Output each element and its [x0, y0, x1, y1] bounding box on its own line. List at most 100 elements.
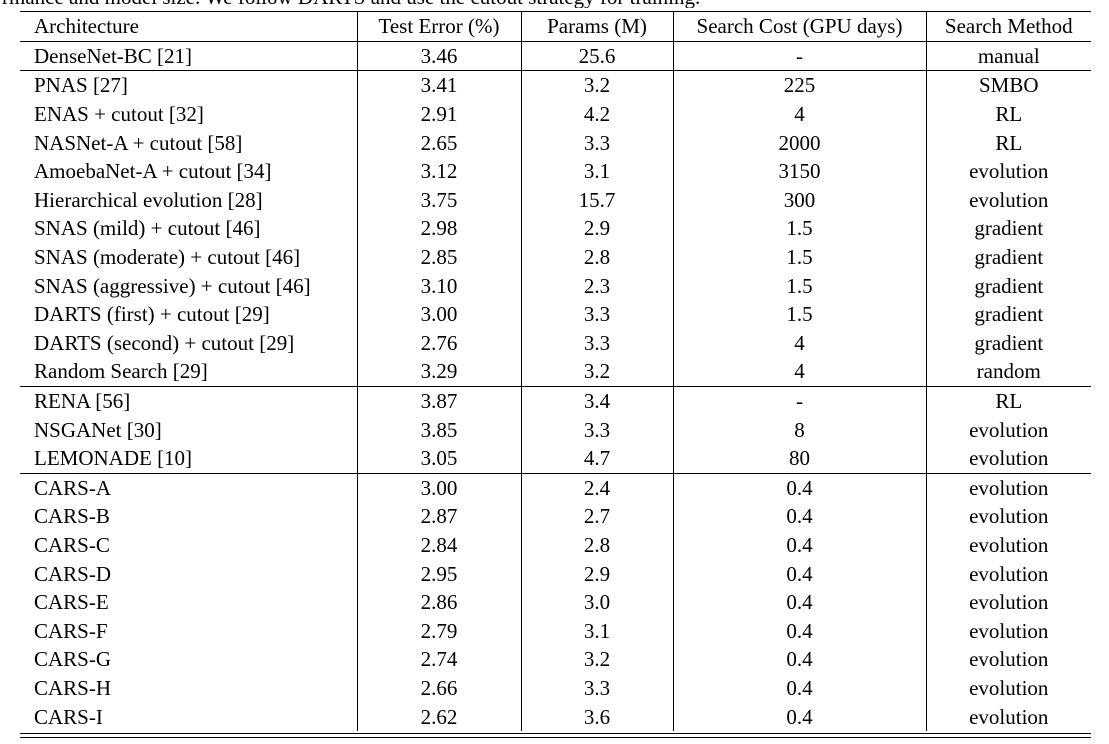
cell-test-error: 3.10	[357, 271, 522, 300]
table-row: Random Search [29] 3.29 3.2 4 random	[20, 357, 1091, 387]
cell-params: 4.7	[521, 443, 674, 473]
cell-test-error: 2.84	[357, 530, 522, 560]
cell-test-error: 3.12	[357, 156, 522, 186]
cell-search-cost: 0.4	[673, 616, 927, 646]
cell-test-error: 2.66	[357, 673, 522, 703]
cell-search-cost: 4	[673, 99, 927, 129]
cell-search-cost: 0.4	[673, 645, 927, 674]
cell-search-cost: 1.5	[673, 271, 927, 300]
cell-search-cost: 0.4	[673, 673, 927, 703]
table-row: CARS-H 2.66 3.3 0.4 evolution	[20, 673, 1091, 703]
table-row: PNAS [27] 3.41 3.2 225 SMBO	[20, 70, 1091, 100]
cell-params: 2.8	[521, 242, 674, 272]
cell-test-error: 2.76	[357, 328, 522, 358]
cell-params: 3.1	[521, 616, 674, 646]
header-params: Params (M)	[521, 11, 674, 42]
cell-search-cost: 0.4	[673, 530, 927, 560]
cell-test-error: 3.85	[357, 415, 522, 444]
header-search-cost: Search Cost (GPU days)	[673, 11, 927, 42]
cell-search-method: evolution	[969, 159, 1049, 184]
cell-search-method: evolution	[969, 446, 1049, 471]
cell-search-method: gradient	[974, 216, 1044, 241]
cell-search-method: evolution	[926, 472, 1091, 503]
cell-architecture: RENA [56]	[20, 385, 358, 416]
cell-search-cost: 0.4	[673, 502, 927, 531]
cell-params: 3.3	[521, 673, 674, 703]
table-row: SNAS (aggressive) + cutout [46] 3.10 2.3 1.…	[20, 271, 1091, 300]
cell-search-method: manual	[926, 40, 1091, 71]
bottom-rule	[20, 733, 1091, 734]
cell-test-error: 3.00	[357, 472, 522, 503]
cell-params: 3.3	[521, 328, 674, 358]
cell-architecture: CARS-I	[20, 702, 358, 731]
cell-architecture: Hierarchical evolution [28]	[20, 185, 358, 215]
cell-params: 3.0	[521, 587, 674, 617]
table-row: CARS-C 2.84 2.8 0.4 evolution	[20, 530, 1091, 560]
table-row: CARS-G 2.74 3.2 0.4 evolution	[20, 645, 1091, 674]
cell-search-method: evolution	[969, 704, 1049, 729]
table-row: DARTS (second) + cutout [29] 2.76 3.3 4 grad…	[20, 328, 1091, 358]
cell-search-cost: 0.4	[673, 559, 927, 588]
cell-search-method: gradient	[974, 330, 1044, 355]
cell-test-error: 2.98	[357, 214, 522, 243]
cell-test-error: 2.86	[357, 587, 522, 617]
cell-params: 3.3	[521, 415, 674, 444]
cell-search-method: evolution	[969, 647, 1049, 672]
table-row: DenseNet-BC [21] 3.46 25.6- manual	[20, 40, 1091, 71]
cell-test-error: 3.75	[357, 185, 522, 215]
cell-search-method: gradient	[974, 302, 1044, 327]
cell-search-method: RL	[926, 385, 1091, 416]
table-row: CARS-I 2.62 3.6 0.4 evolution	[20, 702, 1091, 731]
cell-test-error: 3.00	[357, 299, 522, 329]
cell-search-method: evolution	[969, 417, 1049, 442]
cell-architecture: SNAS (moderate) + cutout [46]	[20, 242, 358, 272]
table-row: CARS-A 3.00 2.4 0.4 evolution	[20, 472, 1091, 503]
table-body: DenseNet-BC [21] 3.46 25.6- manual PNAS [27]…	[20, 40, 1091, 731]
cell-search-method: random	[976, 359, 1041, 384]
table-row: NSGANet [30] 3.85 3.3 8 evolution	[20, 415, 1091, 444]
header-row: Architecture Test Error (%) Params (M) S…	[20, 11, 1091, 42]
cell-params: 3.2	[521, 70, 674, 100]
cell-architecture: DARTS (second) + cutout [29]	[20, 328, 358, 358]
results-table: Architecture Test Error (%) Params (M) S…	[20, 11, 1091, 731]
cell-test-error: 2.79	[357, 616, 522, 646]
cell-test-error: 2.87	[357, 502, 522, 531]
table-row: ENAS + cutout [32] 2.91 4.2 4 RL	[20, 99, 1091, 129]
cell-architecture: CARS-C	[20, 530, 358, 560]
cell-search-cost: 2000	[673, 128, 927, 157]
table-row: SNAS (moderate) + cutout [46] 2.85 2.8 1.5 g…	[20, 242, 1091, 272]
cell-architecture: CARS-E	[20, 587, 358, 617]
table-row: CARS-F 2.79 3.1 0.4 evolution	[20, 616, 1091, 646]
cell-search-method: gradient	[974, 273, 1044, 298]
table-row: SNAS (mild) + cutout [46] 2.98 2.9 1.5 gradi…	[20, 214, 1091, 243]
cell-search-cost: 1.5	[673, 214, 927, 243]
cell-test-error: 3.87	[357, 385, 522, 416]
cell-params: 2.9	[521, 214, 674, 243]
cell-search-cost: 8	[673, 415, 927, 444]
header-architecture: Architecture	[20, 11, 358, 42]
cell-params: 2.3	[521, 271, 674, 300]
cell-architecture: DenseNet-BC [21]	[20, 40, 358, 71]
cell-architecture: SNAS (aggressive) + cutout [46]	[20, 271, 358, 300]
table-row: DARTS (first) + cutout [29] 3.00 3.3 1.5 gra…	[20, 299, 1091, 329]
cell-search-method: evolution	[969, 590, 1049, 615]
header-test-error: Test Error (%)	[357, 11, 522, 42]
cell-search-method: evolution	[969, 561, 1049, 586]
table-row: LEMONADE [10] 3.05 4.7 80 evolution	[20, 443, 1091, 473]
cell-search-method: evolution	[969, 187, 1049, 212]
cell-architecture: CARS-F	[20, 616, 358, 646]
cell-architecture: NSGANet [30]	[20, 415, 358, 444]
table-row: CARS-E 2.86 3.0 0.4 evolution	[20, 587, 1091, 617]
cell-params: 3.4	[521, 385, 674, 416]
cell-architecture: CARS-B	[20, 502, 358, 531]
cell-test-error: 2.91	[357, 99, 522, 129]
cell-params: 3.3	[521, 299, 674, 329]
cell-params: 2.4	[521, 472, 674, 503]
cell-params: 4.2	[521, 99, 674, 129]
cell-architecture: Random Search [29]	[20, 357, 358, 387]
cell-search-cost: 3150	[673, 156, 927, 186]
table-header: Architecture Test Error (%) Params (M) S…	[20, 11, 1091, 42]
cell-test-error: 3.05	[357, 443, 522, 473]
cell-params: 25.6	[521, 40, 674, 71]
cell-test-error: 3.41	[357, 70, 522, 100]
